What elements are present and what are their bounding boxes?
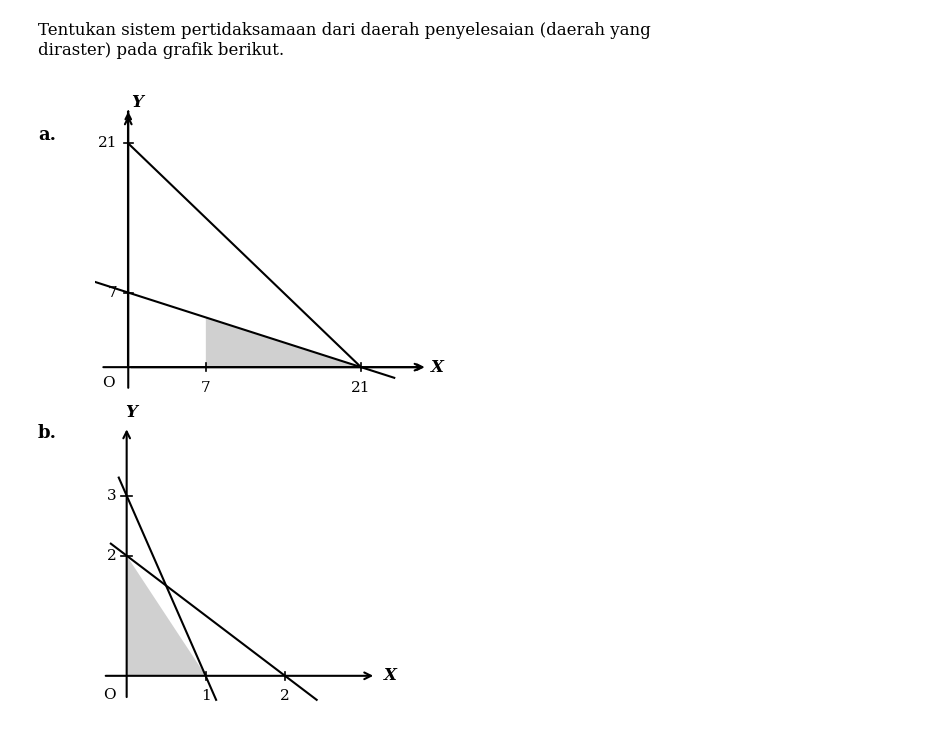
Text: 7: 7: [201, 381, 211, 395]
Text: 21: 21: [352, 381, 370, 395]
Text: 3: 3: [106, 489, 116, 502]
Text: b.: b.: [38, 424, 57, 441]
Text: 21: 21: [98, 137, 117, 150]
Text: O: O: [102, 376, 115, 390]
Polygon shape: [126, 556, 206, 676]
Text: Y: Y: [124, 403, 137, 421]
Text: X: X: [430, 359, 444, 376]
Polygon shape: [206, 317, 361, 367]
Text: O: O: [103, 688, 116, 702]
Text: Tentukan sistem pertidaksamaan dari daerah penyelesaian (daerah yang
diraster) p: Tentukan sistem pertidaksamaan dari daer…: [38, 22, 651, 59]
Text: a.: a.: [38, 126, 56, 144]
Text: 2: 2: [280, 689, 290, 703]
Text: X: X: [384, 667, 397, 684]
Text: 2: 2: [106, 548, 116, 562]
Text: Y: Y: [131, 94, 143, 111]
Text: 7: 7: [107, 285, 117, 299]
Text: 1: 1: [201, 689, 211, 703]
